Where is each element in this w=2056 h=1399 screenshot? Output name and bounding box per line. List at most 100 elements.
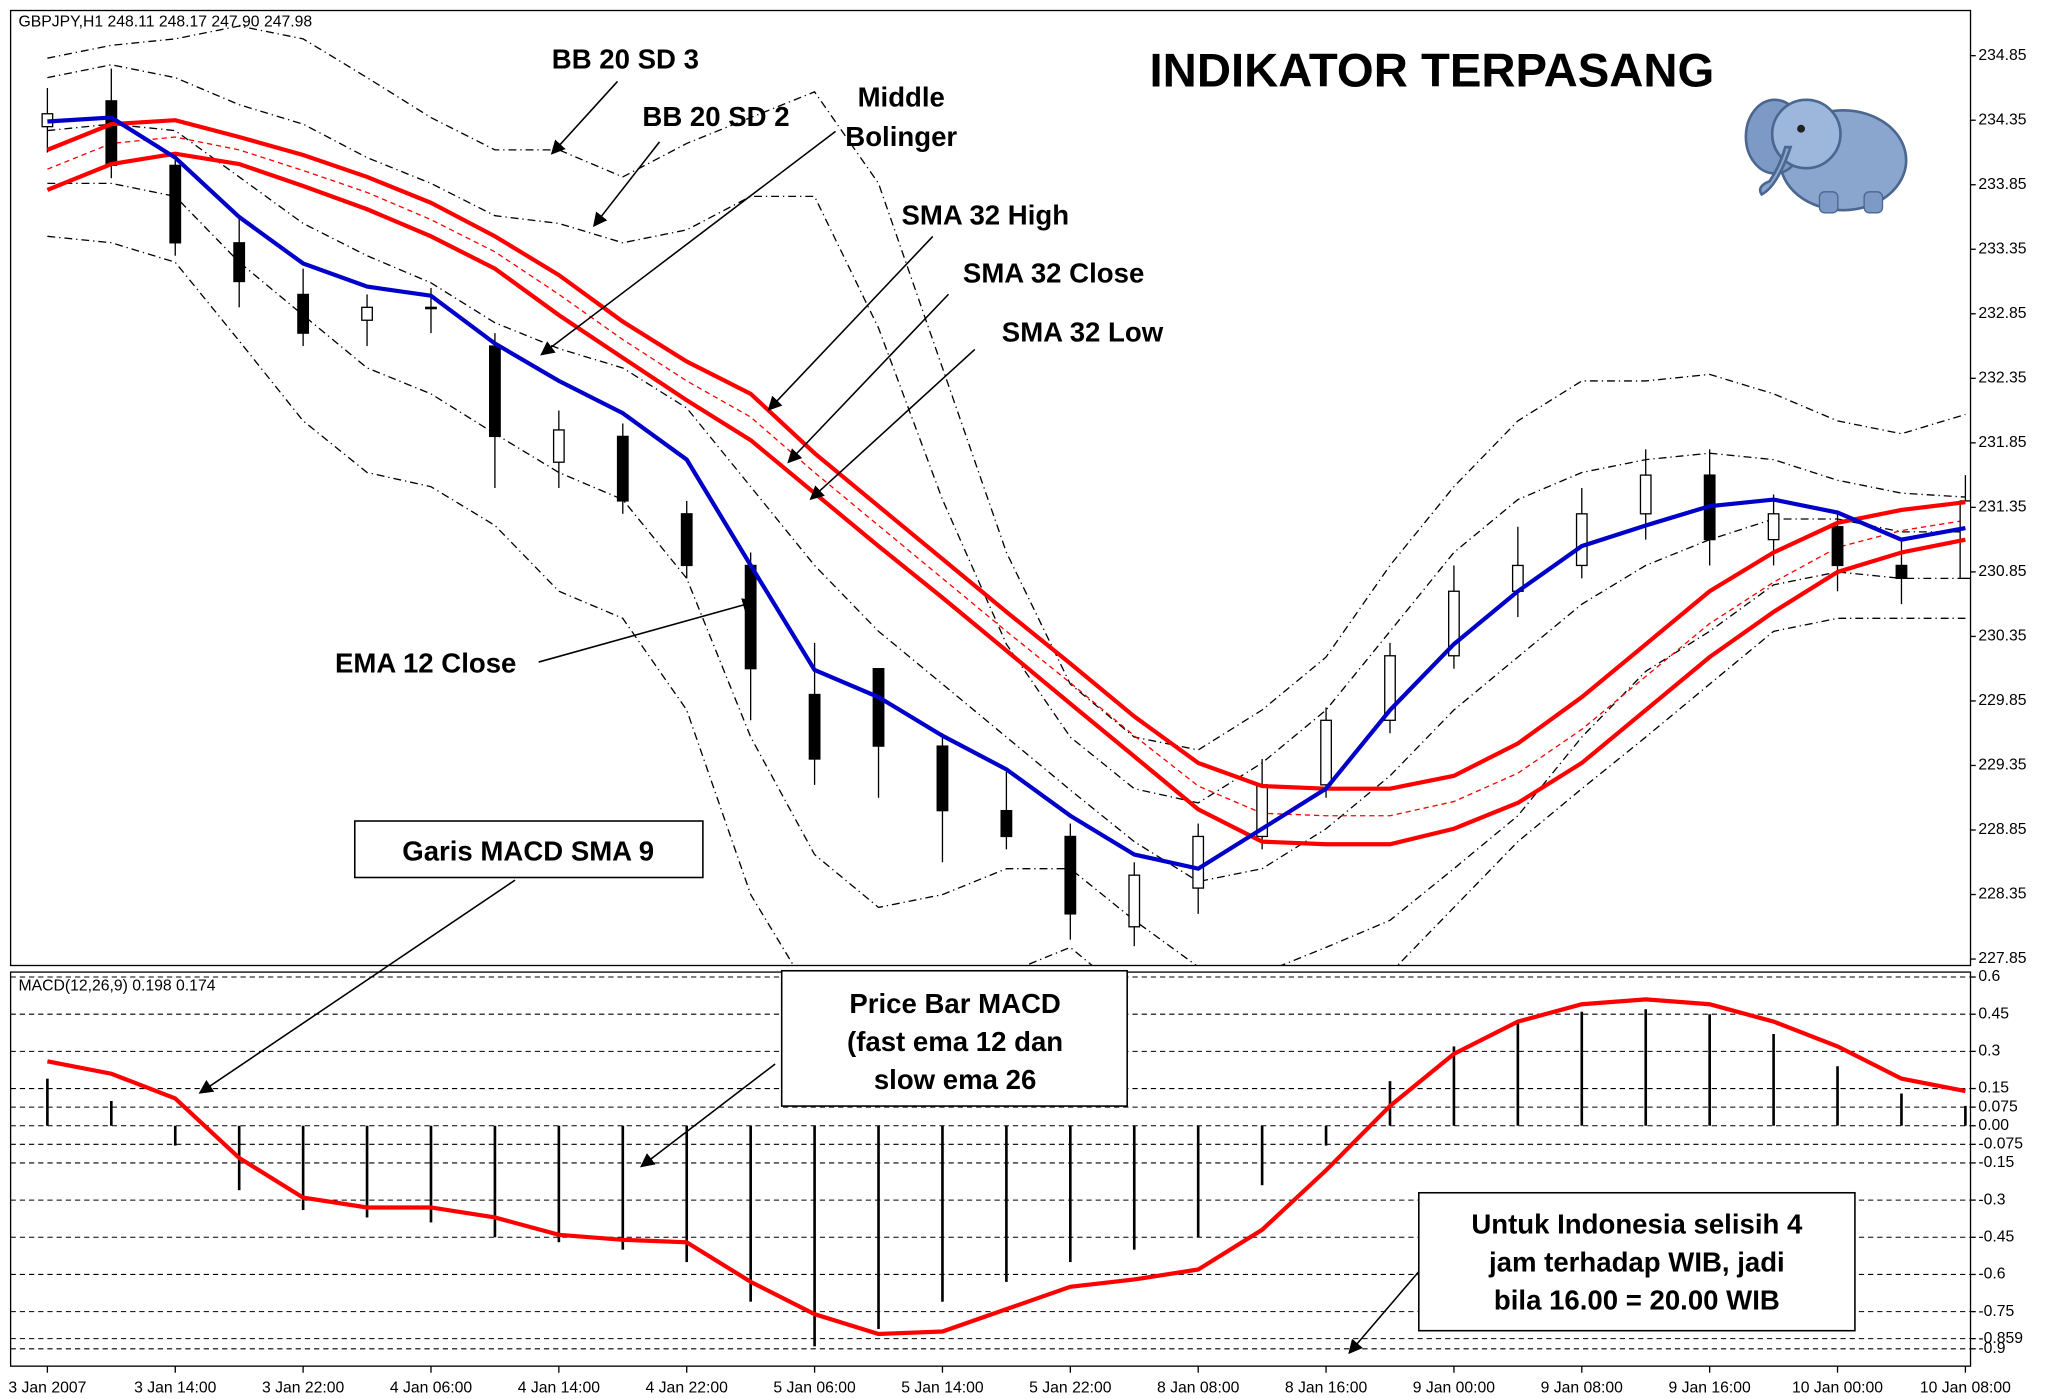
macd-bar	[494, 1126, 497, 1238]
macd-bar	[1197, 1126, 1200, 1238]
y-tick-label: -0.6	[1978, 1266, 2005, 1283]
macd-bar	[1900, 1094, 1903, 1126]
annotation: Garis MACD SMA 9	[402, 835, 654, 866]
y-tick-label: -0.45	[1978, 1228, 2014, 1245]
candle-body	[1321, 720, 1332, 785]
macd-bar	[1708, 1014, 1711, 1126]
candle-body	[681, 514, 692, 566]
x-tick-label: 8 Jan 16:00	[1285, 1380, 1368, 1397]
macd-bar	[110, 1101, 113, 1126]
annotation: SMA 32 High	[902, 200, 1070, 231]
candle-body	[490, 346, 501, 436]
macd-bar	[1005, 1126, 1008, 1282]
y-tick-label: 0.3	[1978, 1043, 2000, 1060]
x-tick-label: 9 Jan 00:00	[1413, 1380, 1496, 1397]
x-tick-label: 4 Jan 06:00	[390, 1380, 473, 1397]
candle-body	[554, 430, 565, 462]
annotation: Untuk Indonesia selisih 4	[1471, 1208, 1803, 1239]
macd-bar	[366, 1126, 369, 1218]
x-tick-label: 9 Jan 08:00	[1541, 1380, 1624, 1397]
y-tick-label: 0.00	[1978, 1117, 2009, 1134]
y-tick-label: 0.075	[1978, 1098, 2018, 1115]
candle-body	[1129, 875, 1140, 927]
y-tick-label: 233.85	[1978, 176, 2026, 193]
x-tick-label: 9 Jan 16:00	[1668, 1380, 1751, 1397]
y-tick-label: 229.85	[1978, 692, 2026, 709]
y-tick-label: 0.15	[1978, 1080, 2009, 1097]
x-tick-label: 4 Jan 22:00	[646, 1380, 729, 1397]
annotation: BB 20 SD 2	[642, 101, 789, 132]
macd-header: MACD(12,26,9) 0.198 0.174	[18, 977, 215, 994]
y-tick-label: 234.85	[1978, 47, 2026, 64]
macd-bar	[1772, 1034, 1775, 1126]
x-tick-label: 5 Jan 22:00	[1029, 1380, 1112, 1397]
candle-body	[298, 294, 309, 333]
y-tick-label: 228.35	[1978, 886, 2026, 903]
macd-bar	[46, 1079, 49, 1126]
macd-bar	[1644, 1009, 1647, 1125]
y-tick-label: -0.75	[1978, 1303, 2014, 1320]
candle-body	[745, 565, 756, 668]
y-tick-label: -0.15	[1978, 1154, 2014, 1171]
candle-body	[1832, 527, 1843, 566]
candle-body	[1768, 514, 1779, 540]
annotation: jam terhadap WIB, jadi	[1488, 1247, 1785, 1278]
page: {"chart_data": [ {"type": "candlestick",…	[0, 0, 2056, 1399]
macd-bar	[174, 1126, 177, 1146]
x-tick-label: 5 Jan 14:00	[901, 1380, 984, 1397]
y-tick-label: 230.35	[1978, 628, 2026, 645]
x-tick-label: 10 Jan 00:00	[1792, 1380, 1883, 1397]
annotation: EMA 12 Close	[335, 648, 516, 679]
macd-bar	[1517, 1022, 1520, 1126]
candle-body	[234, 243, 245, 282]
macd-bar	[1069, 1126, 1072, 1262]
candle-body	[1577, 514, 1588, 566]
y-tick-label: 232.85	[1978, 305, 2026, 322]
annotation: (fast ema 12 dan	[847, 1026, 1063, 1057]
candle-body	[1001, 811, 1012, 837]
macd-bar	[877, 1126, 880, 1329]
macd-bar	[1580, 1012, 1583, 1126]
macd-bar	[941, 1126, 944, 1302]
y-tick-label: 234.35	[1978, 111, 2026, 128]
annotation: SMA 32 Low	[1002, 317, 1164, 348]
candle-body	[1896, 565, 1907, 578]
y-tick-label: 230.85	[1978, 563, 2026, 580]
y-tick-label: 227.85	[1978, 950, 2026, 967]
y-tick-label: 228.85	[1978, 821, 2026, 838]
y-tick-label: 233.35	[1978, 240, 2026, 257]
candle-body	[809, 694, 820, 759]
annotation: Middle	[858, 81, 945, 112]
x-tick-label: 10 Jan 08:00	[1920, 1380, 2011, 1397]
annotation: bila 16.00 = 20.00 WIB	[1494, 1285, 1780, 1316]
macd-bar	[1325, 1126, 1328, 1146]
candle-body	[426, 307, 437, 308]
macd-bar	[749, 1126, 752, 1302]
y-tick-label: 0.45	[1978, 1005, 2009, 1022]
candle-body	[1065, 836, 1076, 913]
candle-body	[1193, 836, 1204, 888]
macd-bar	[1453, 1046, 1456, 1125]
x-tick-label: 8 Jan 08:00	[1157, 1380, 1240, 1397]
y-tick-label: 229.35	[1978, 757, 2026, 774]
x-tick-label: 3 Jan 22:00	[262, 1380, 345, 1397]
candle-body	[170, 165, 181, 242]
annotation: Bolinger	[845, 121, 957, 152]
y-tick-label: -0.075	[1978, 1135, 2023, 1152]
annotation: slow ema 26	[874, 1064, 1037, 1095]
candle-body	[873, 669, 884, 746]
candle-body	[1640, 475, 1651, 514]
macd-bar	[1261, 1126, 1264, 1185]
candle-body	[106, 101, 117, 166]
macd-bar	[1133, 1126, 1136, 1250]
macd-bar	[621, 1126, 624, 1250]
candle-body	[937, 746, 948, 811]
x-tick-label: 4 Jan 14:00	[518, 1380, 601, 1397]
candle-body	[362, 307, 373, 320]
symbol-header: GBPJPY,H1 248.11 248.17 247.90 247.98	[18, 13, 312, 30]
annotation: SMA 32 Close	[963, 257, 1144, 288]
y-tick-label: -0.3	[1978, 1191, 2005, 1208]
macd-bar	[1836, 1066, 1839, 1125]
chart: GBPJPY,H1 248.11 248.17 247.90 247.98 MA…	[0, 0, 2056, 1399]
y-tick-label: 231.35	[1978, 499, 2026, 516]
